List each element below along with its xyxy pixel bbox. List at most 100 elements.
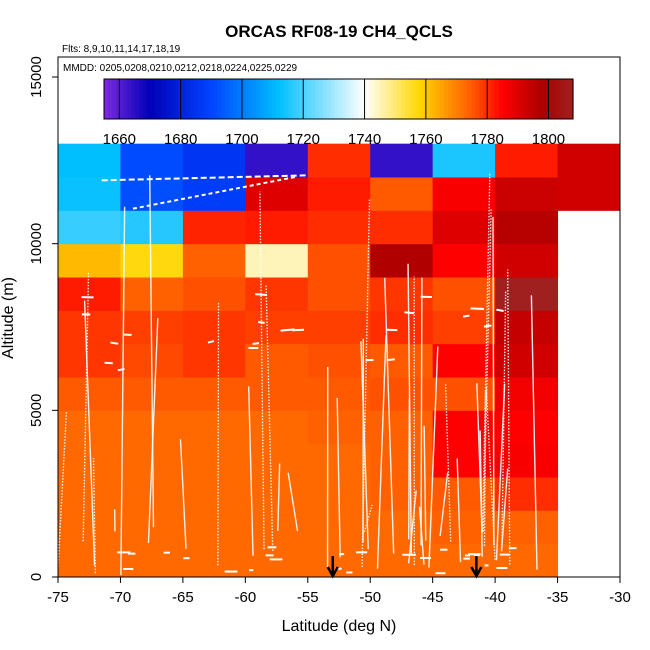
colorbar-segment xyxy=(154,79,160,119)
colorbar-segment xyxy=(115,79,121,119)
colorbar-segment xyxy=(369,79,375,119)
colorbar-segment xyxy=(275,79,281,119)
heatmap-cell xyxy=(58,477,121,511)
heatmap-cell xyxy=(245,377,309,411)
heatmap-cell xyxy=(182,377,246,411)
colorbar-segment xyxy=(244,79,250,119)
x-tick-label: -50 xyxy=(359,589,381,606)
colorbar-segment xyxy=(166,79,172,119)
colorbar-segment xyxy=(131,79,136,119)
flight-track xyxy=(101,174,308,182)
colorbar-segment xyxy=(205,79,211,119)
colorbar-segment xyxy=(260,79,265,119)
heatmap-cell xyxy=(120,143,184,178)
colorbar-segment xyxy=(279,79,285,119)
colorbar-segment xyxy=(264,79,269,119)
heatmap-cell xyxy=(495,310,559,345)
heatmap-cell xyxy=(245,277,309,311)
heatmap-cell xyxy=(120,543,184,578)
colorbar-segment xyxy=(526,79,531,119)
heatmap-cell xyxy=(370,243,434,278)
chart-title: ORCAS RF08-19 CH4_QCLS xyxy=(225,22,453,41)
colorbar-segment xyxy=(420,79,426,119)
heatmap-cell xyxy=(370,277,434,311)
flight-track xyxy=(361,198,371,568)
marker-arrow-head xyxy=(326,566,339,579)
colorbar-tick-label: 1660 xyxy=(103,131,136,148)
colorbar-segment xyxy=(354,79,359,119)
flights-subtitle: Flts: 8,9,10,11,14,17,18,19 xyxy=(62,44,181,55)
colorbar-segment xyxy=(440,79,445,119)
flight-track xyxy=(363,502,374,533)
dates-subtitle: MMDD: 0205,0208,0210,0212,0218,0224,0225… xyxy=(63,63,298,74)
colorbar-segment xyxy=(326,79,332,119)
colorbar-segment xyxy=(232,79,238,119)
colorbar-segment xyxy=(397,79,402,119)
flight-track xyxy=(418,506,425,565)
heatmap-cell xyxy=(370,510,434,545)
colorbar-segment xyxy=(545,79,551,119)
colorbar-segment xyxy=(334,79,340,119)
heatmap-cell xyxy=(370,310,434,345)
colorbar-segment xyxy=(444,79,449,119)
heatmap-cell xyxy=(120,510,184,545)
colorbar-segment xyxy=(514,79,519,119)
colorbar-segment xyxy=(483,79,488,119)
flight-track xyxy=(248,386,254,556)
flight-track xyxy=(117,367,125,372)
colorbar-segment xyxy=(451,79,457,119)
x-axis: -75 -70 -65 -60 -55 -50 -45 -40 -35 -30 xyxy=(47,577,631,606)
heatmap-cell xyxy=(495,143,559,178)
colorbar-segment xyxy=(565,79,570,119)
heatmap-cell xyxy=(432,343,496,378)
flight-track xyxy=(376,335,387,569)
heatmap-cell xyxy=(58,243,121,278)
flight-track xyxy=(386,358,395,362)
colorbar-tick-label: 1740 xyxy=(348,131,381,148)
colorbar-segment xyxy=(479,79,484,119)
colorbar-segment xyxy=(209,79,215,119)
flight-track xyxy=(496,308,504,312)
heatmap-cell xyxy=(245,343,309,378)
colorbar-segment xyxy=(553,79,558,119)
flight-track xyxy=(456,458,462,563)
heatmap-cell xyxy=(370,210,434,245)
flight-track xyxy=(110,341,119,345)
heatmap-cell xyxy=(495,177,559,211)
flight-track xyxy=(257,321,265,324)
colorbar-segment xyxy=(217,79,222,119)
colorbar-segment xyxy=(104,79,109,119)
colorbar-segment xyxy=(393,79,398,119)
colorbar: 1660 1680 1700 1720 1740 1760 1780 1800 xyxy=(103,78,574,148)
colorbar-segment xyxy=(135,79,140,119)
colorbar-segment xyxy=(490,79,496,119)
colorbar-segment xyxy=(189,79,195,119)
y-tick-label: 10000 xyxy=(28,223,45,265)
x-tick-label: -75 xyxy=(47,589,69,606)
heatmap-cell xyxy=(58,210,121,245)
colorbar-segment xyxy=(252,79,258,119)
flight-track xyxy=(277,463,281,531)
flight-track xyxy=(500,468,509,552)
y-tick-label: 5000 xyxy=(28,394,45,427)
flight-track xyxy=(83,300,96,566)
heatmap-cell xyxy=(495,277,559,311)
colorbar-segment xyxy=(236,79,242,119)
heatmap-cell xyxy=(245,143,309,178)
x-tick-label: -70 xyxy=(110,589,132,606)
heatmap-cell xyxy=(432,210,496,245)
colorbar-segment xyxy=(408,79,414,119)
y-axis: 0 5000 10000 15000 xyxy=(28,56,58,581)
colorbar-segment xyxy=(127,79,132,119)
heatmap-cell xyxy=(245,243,309,278)
colorbar-segment xyxy=(459,79,465,119)
heatmap-cell xyxy=(307,210,371,245)
colorbar-segment xyxy=(416,79,422,119)
heatmap-cell xyxy=(58,310,121,345)
colorbar-segment xyxy=(330,79,336,119)
heatmap-cell xyxy=(182,410,246,445)
colorbar-segment xyxy=(557,79,562,119)
flight-track xyxy=(120,206,126,576)
flight-track xyxy=(485,386,496,560)
